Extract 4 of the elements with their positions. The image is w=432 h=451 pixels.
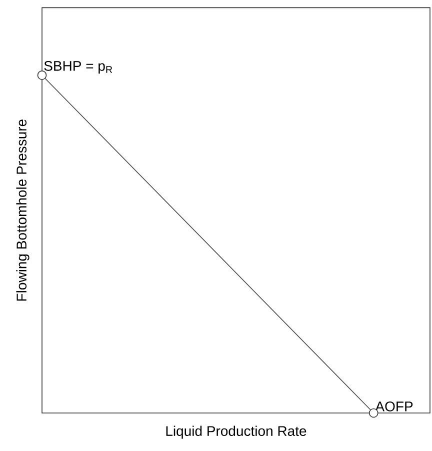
text: SBHP = p$_{R}$: [44, 60, 112, 74]
y-axis-title: Flowing Bottomhole Pressure: [16, 120, 30, 301]
x-axis-title: Liquid Production Rate: [166, 426, 306, 439]
annotation: AOFP: [375, 401, 413, 412]
